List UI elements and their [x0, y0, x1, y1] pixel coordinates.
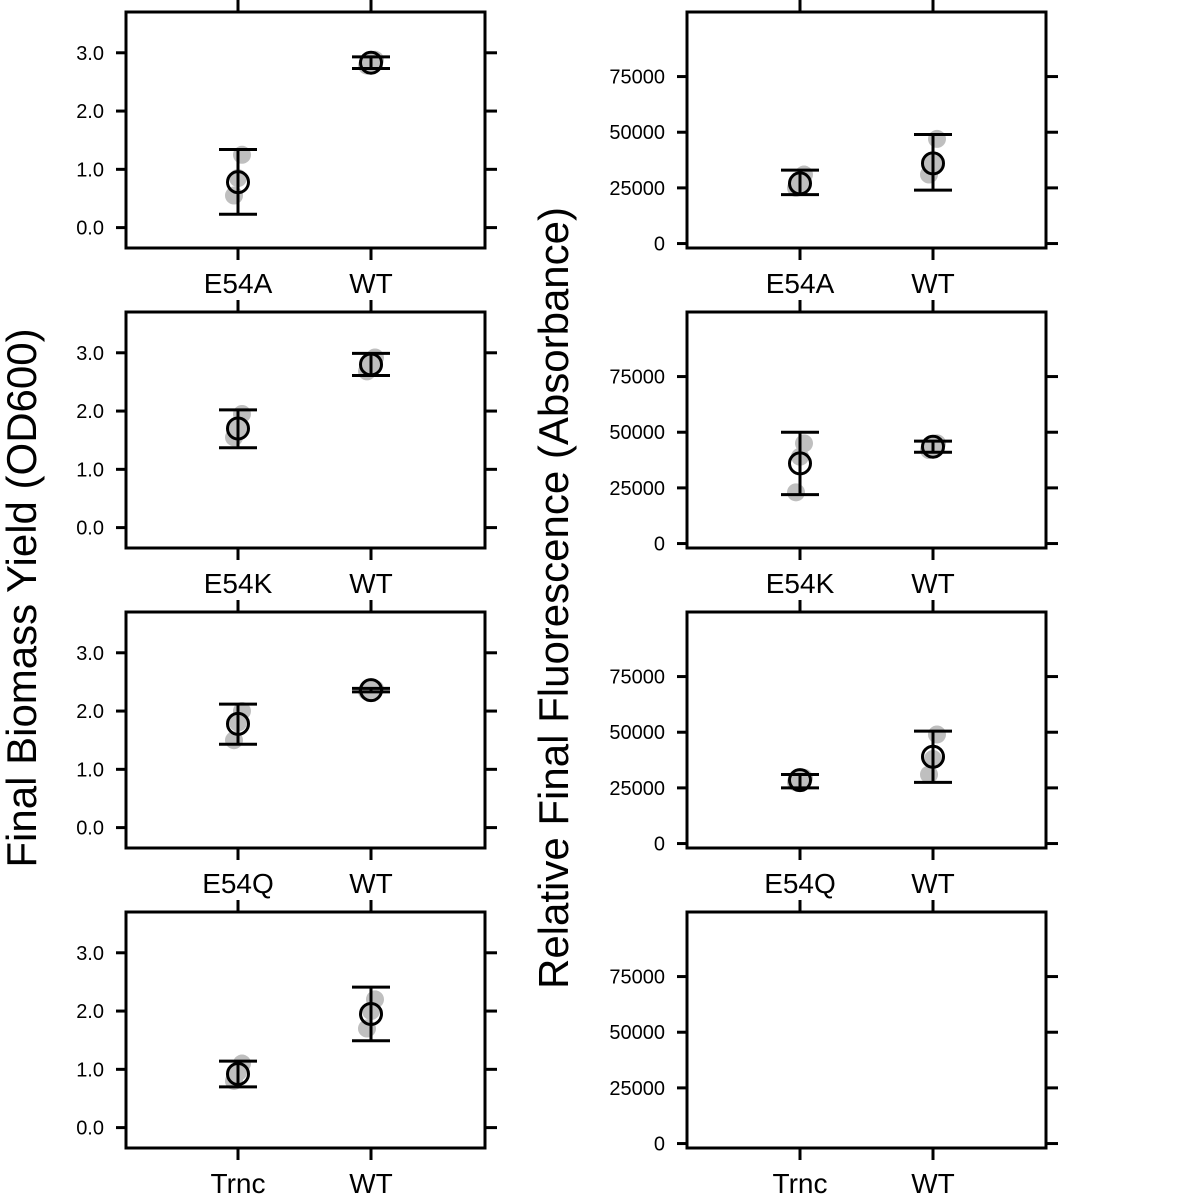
replicate-point — [928, 129, 946, 148]
y-tick-label: 1.0 — [76, 459, 104, 481]
y-tick-label: 3.0 — [76, 343, 104, 365]
mean-marker — [226, 711, 250, 736]
x-category-label: E54K — [766, 568, 835, 599]
mean-marker — [359, 50, 383, 75]
y-tick-label: 75000 — [609, 967, 665, 989]
panel-8: 0 25000 50000 75000 Trnc WT — [609, 900, 1058, 1199]
x-category-label: WT — [911, 868, 955, 899]
panel-frame — [124, 910, 487, 1150]
x-category-label: Trnc — [211, 1168, 266, 1199]
y-tick-label: 0 — [654, 534, 665, 556]
y-tick-label: 25000 — [609, 1078, 665, 1100]
panel-frame — [124, 610, 487, 850]
y-tick-label: 0.0 — [76, 818, 104, 840]
y-tick-label: 0.0 — [76, 518, 104, 540]
y-tick-label: 75000 — [609, 667, 665, 689]
panel-4: 0 25000 50000 75000 E54K WT — [609, 300, 1058, 599]
y-tick-label: 1.0 — [76, 159, 104, 181]
x-category-label: E54Q — [764, 868, 836, 899]
y-tick-label: 1.0 — [76, 1059, 104, 1081]
y-tick-label: 2.0 — [76, 401, 104, 423]
y-tick-label: 3.0 — [76, 643, 104, 665]
replicate-point — [795, 434, 813, 453]
x-category-label: E54A — [766, 268, 835, 299]
y-tick-label: 0.0 — [76, 218, 104, 240]
mean-marker — [359, 1001, 383, 1026]
mean-marker — [226, 416, 250, 441]
y-tick-label: 0 — [654, 1134, 665, 1156]
y-tick-label: 0 — [654, 234, 665, 256]
replicate-point — [928, 725, 946, 744]
y-tick-label: 50000 — [609, 722, 665, 744]
y-tick-label: 75000 — [609, 367, 665, 389]
mean-marker — [226, 170, 250, 195]
x-category-label: WT — [911, 1168, 955, 1199]
panel-frame — [685, 10, 1048, 250]
mean-marker — [226, 1061, 250, 1086]
mean-marker — [788, 451, 812, 476]
replicate-point — [787, 483, 805, 502]
x-category-label: WT — [911, 568, 955, 599]
y-tick-label: 3.0 — [76, 943, 104, 965]
x-category-label: Trnc — [773, 1168, 828, 1199]
panel-5: 0.0 1.0 2.0 3.0 E54Q WT — [76, 600, 497, 899]
panel-frame — [685, 610, 1048, 850]
panel-frame — [685, 310, 1048, 550]
panel-frame — [685, 910, 1048, 1150]
y-tick-label: 1.0 — [76, 759, 104, 781]
mean-marker — [359, 678, 383, 703]
panel-frame — [124, 10, 487, 250]
mean-marker — [359, 352, 383, 377]
y-tick-label: 2.0 — [76, 701, 104, 723]
x-category-label: E54A — [204, 268, 273, 299]
mean-marker — [921, 434, 945, 459]
panel-frame — [124, 310, 487, 550]
x-category-label: WT — [349, 268, 393, 299]
y-tick-label: 75000 — [609, 67, 665, 89]
mean-marker — [788, 768, 812, 793]
x-category-label: E54Q — [202, 868, 274, 899]
y-tick-label: 50000 — [609, 422, 665, 444]
x-category-label: WT — [911, 268, 955, 299]
y-tick-label: 25000 — [609, 478, 665, 500]
panel-2: 0 25000 50000 75000 E54A WT — [609, 0, 1058, 299]
panel-1: 0.0 1.0 2.0 3.0 E54A WT — [76, 0, 497, 299]
panels: 0.0 1.0 2.0 3.0 E54A WT 0 25000 50000 75000 E54A WT… — [76, 0, 1058, 1199]
x-category-label: WT — [349, 1168, 393, 1199]
y-tick-label: 25000 — [609, 178, 665, 200]
y-tick-label: 3.0 — [76, 43, 104, 65]
x-category-label: E54K — [204, 568, 273, 599]
y-tick-label: 2.0 — [76, 1001, 104, 1023]
panel-3: 0.0 1.0 2.0 3.0 E54K WT — [76, 300, 497, 599]
panel-6: 0 25000 50000 75000 E54Q WT — [609, 600, 1058, 899]
panel-7: 0.0 1.0 2.0 3.0 Trnc WT — [76, 900, 497, 1199]
x-category-label: WT — [349, 868, 393, 899]
replicate-point — [225, 186, 243, 205]
x-category-label: WT — [349, 568, 393, 599]
y-tick-label: 50000 — [609, 1022, 665, 1044]
y-tick-label: 50000 — [609, 122, 665, 144]
mean-marker — [921, 744, 945, 769]
mean-marker — [788, 171, 812, 196]
y-tick-label: 0 — [654, 834, 665, 856]
left-y-axis-label: Final Biomass Yield (OD600) — [0, 328, 45, 867]
y-tick-label: 2.0 — [76, 101, 104, 123]
mean-marker — [921, 151, 945, 176]
y-tick-label: 25000 — [609, 778, 665, 800]
y-tick-label: 0.0 — [76, 1118, 104, 1140]
right-y-axis-label: Relative Final Fluorescence (Absorbance) — [530, 207, 577, 989]
